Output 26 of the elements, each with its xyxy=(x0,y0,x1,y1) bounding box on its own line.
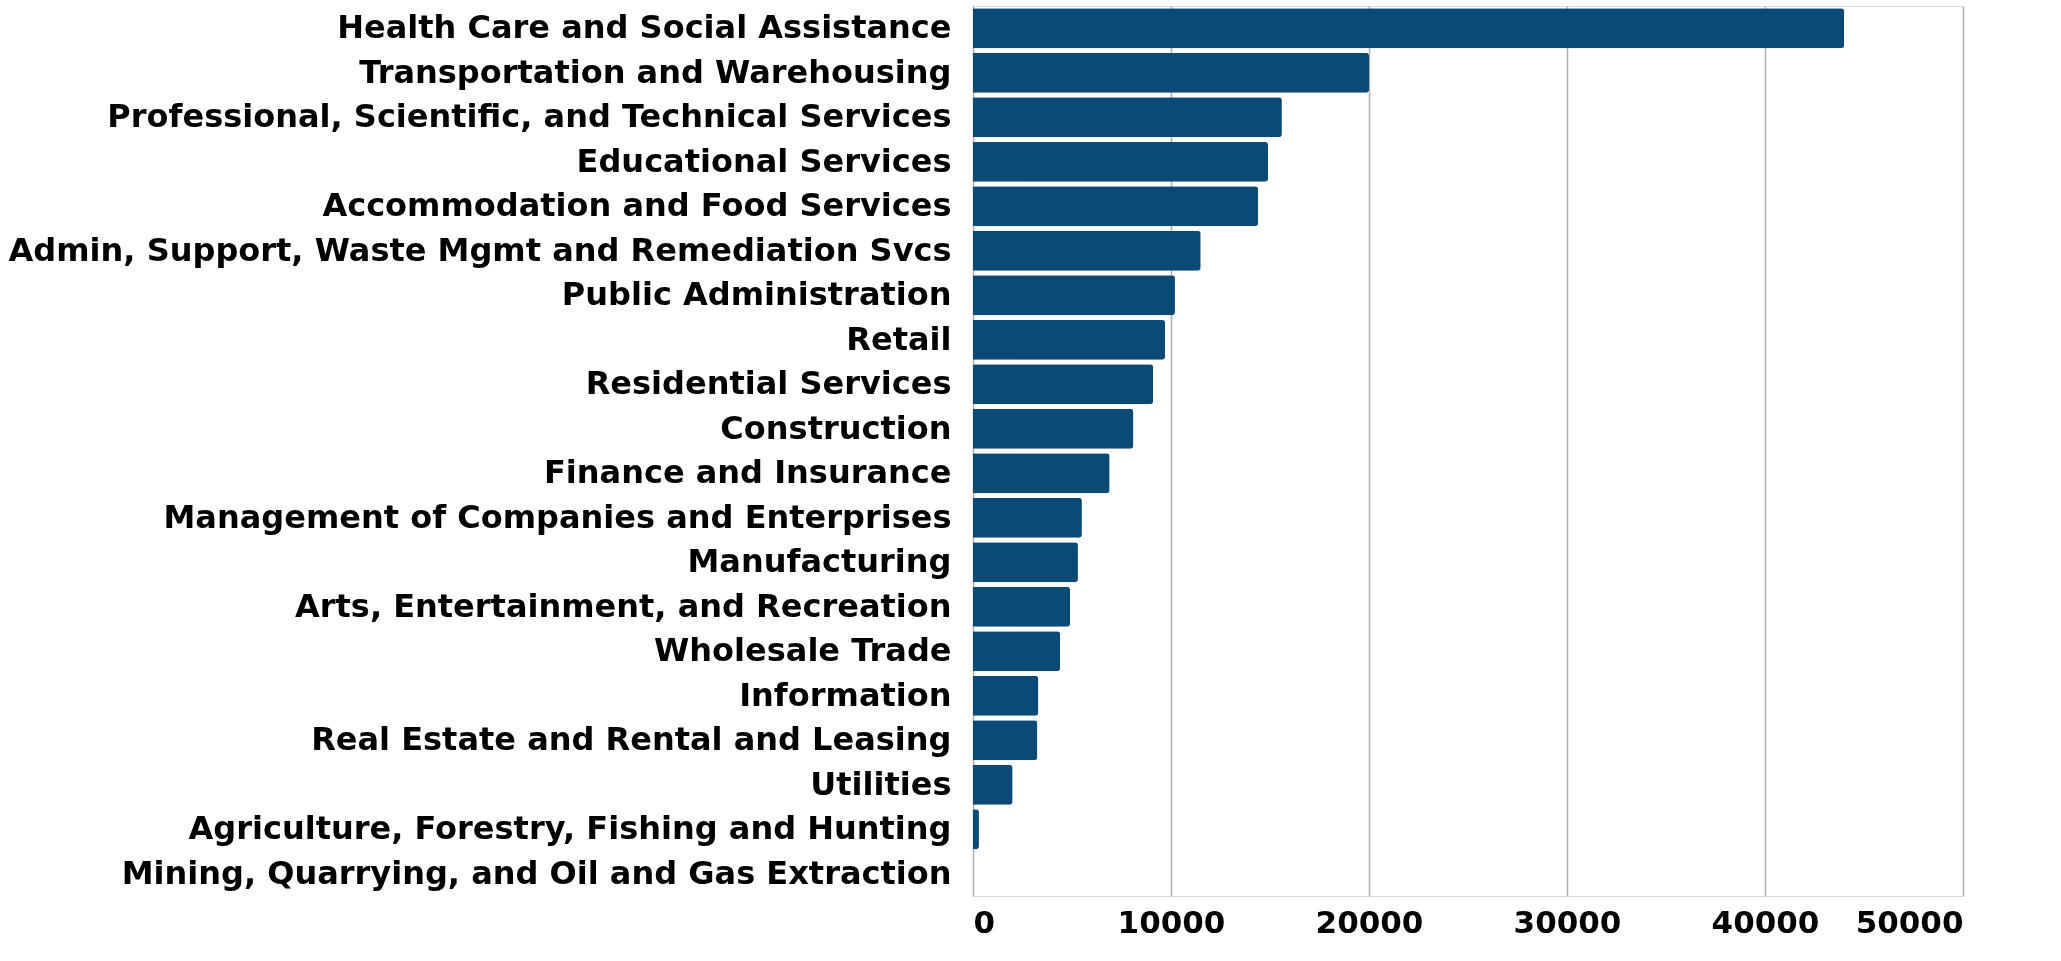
y-tick-label: Management of Companies and Enterprises xyxy=(163,497,952,536)
y-tick-label: Professional, Scientific, and Technical Services xyxy=(107,97,952,136)
y-tick-label: Transportation and Warehousing xyxy=(359,52,952,91)
y-tick-label: Information xyxy=(739,675,952,714)
x-tick-label: 30000 xyxy=(1513,903,1622,940)
y-tick-label: Wholesale Trade xyxy=(654,631,952,670)
x-tick-label: 40000 xyxy=(1711,903,1820,940)
y-tick-label: Retail xyxy=(846,319,952,358)
y-tick-label: Utilities xyxy=(810,764,952,803)
y-tick-label: Public Administration xyxy=(561,275,952,314)
y-tick-label: Educational Services xyxy=(576,141,952,180)
y-tick-label: Arts, Entertainment, and Recreation xyxy=(294,586,952,625)
y-tick-label: Construction xyxy=(720,408,952,447)
y-tick-label: Finance and Insurance xyxy=(543,453,952,492)
y-tick-label: Real Estate and Rental and Leasing xyxy=(311,720,952,759)
x-tick-label: 20000 xyxy=(1315,903,1424,940)
y-tick-label: Health Care and Social Assistance xyxy=(337,8,952,47)
x-tick-label: 50000 xyxy=(1855,903,1964,940)
y-tick-label: Accommodation and Food Services xyxy=(322,186,952,225)
y-tick-label: Residential Services xyxy=(585,364,952,403)
x-tick-label: 0 xyxy=(973,903,996,940)
y-tick-label: Agriculture, Forestry, Fishing and Hunting xyxy=(188,809,952,848)
y-tick-label: Admin, Support, Waste Mgmt and Remediation Svcs xyxy=(8,230,952,269)
y-tick-label: Mining, Quarrying, and Oil and Gas Extraction xyxy=(121,853,952,892)
y-tick-label: Manufacturing xyxy=(687,542,952,581)
x-tick-label: 10000 xyxy=(1117,903,1226,940)
